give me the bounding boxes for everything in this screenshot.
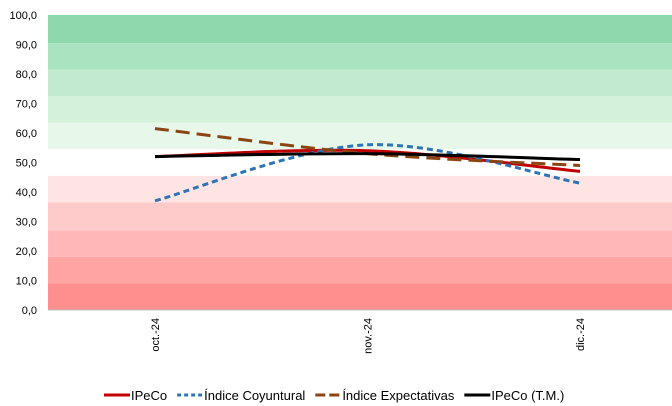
background-band xyxy=(48,175,672,203)
y-tick-label: 90,0 xyxy=(16,40,37,52)
y-tick-label: 70,0 xyxy=(16,99,37,111)
y-tick-label: 40,0 xyxy=(16,187,37,199)
background-band xyxy=(48,256,672,284)
legend: IPeCo Índice Coyuntural Índice Expectativa… xyxy=(104,388,564,403)
y-tick-label: 60,0 xyxy=(16,128,37,140)
x-tick-label: nov.-24 xyxy=(363,318,375,354)
background-band xyxy=(48,69,672,97)
y-tick-label: 0,0 xyxy=(22,305,37,317)
background-band xyxy=(48,96,672,123)
y-tick-label: 50,0 xyxy=(16,158,37,170)
x-tick-label: dic.-24 xyxy=(575,318,587,351)
x-axis-tick-labels: oct.-24 nov.-24 dic.-24 xyxy=(150,318,587,354)
y-tick-label: 20,0 xyxy=(16,246,37,258)
series-lines xyxy=(154,127,581,203)
x-tick-label: oct.-24 xyxy=(150,318,162,352)
y-axis-tick-labels: 0,0 10,0 20,0 30,0 40,0 50,0 60,0 70,0 80,0 90,0 1… xyxy=(9,10,37,317)
legend-label: Índice Coyuntural xyxy=(204,388,305,403)
legend-label: IPeCo xyxy=(131,388,167,403)
background-bands xyxy=(48,15,672,310)
y-tick-label: 80,0 xyxy=(16,69,37,81)
background-band xyxy=(48,230,672,257)
y-tick-label: 10,0 xyxy=(16,276,37,288)
background-band xyxy=(48,15,672,44)
background-band xyxy=(48,202,672,231)
background-band xyxy=(48,43,672,70)
y-tick-label: 100,0 xyxy=(9,10,37,22)
background-band xyxy=(48,283,672,310)
y-tick-label: 30,0 xyxy=(16,217,37,229)
legend-label: IPeCo (T.M.) xyxy=(491,388,564,403)
legend-label: Índice Expectativas xyxy=(342,388,455,403)
